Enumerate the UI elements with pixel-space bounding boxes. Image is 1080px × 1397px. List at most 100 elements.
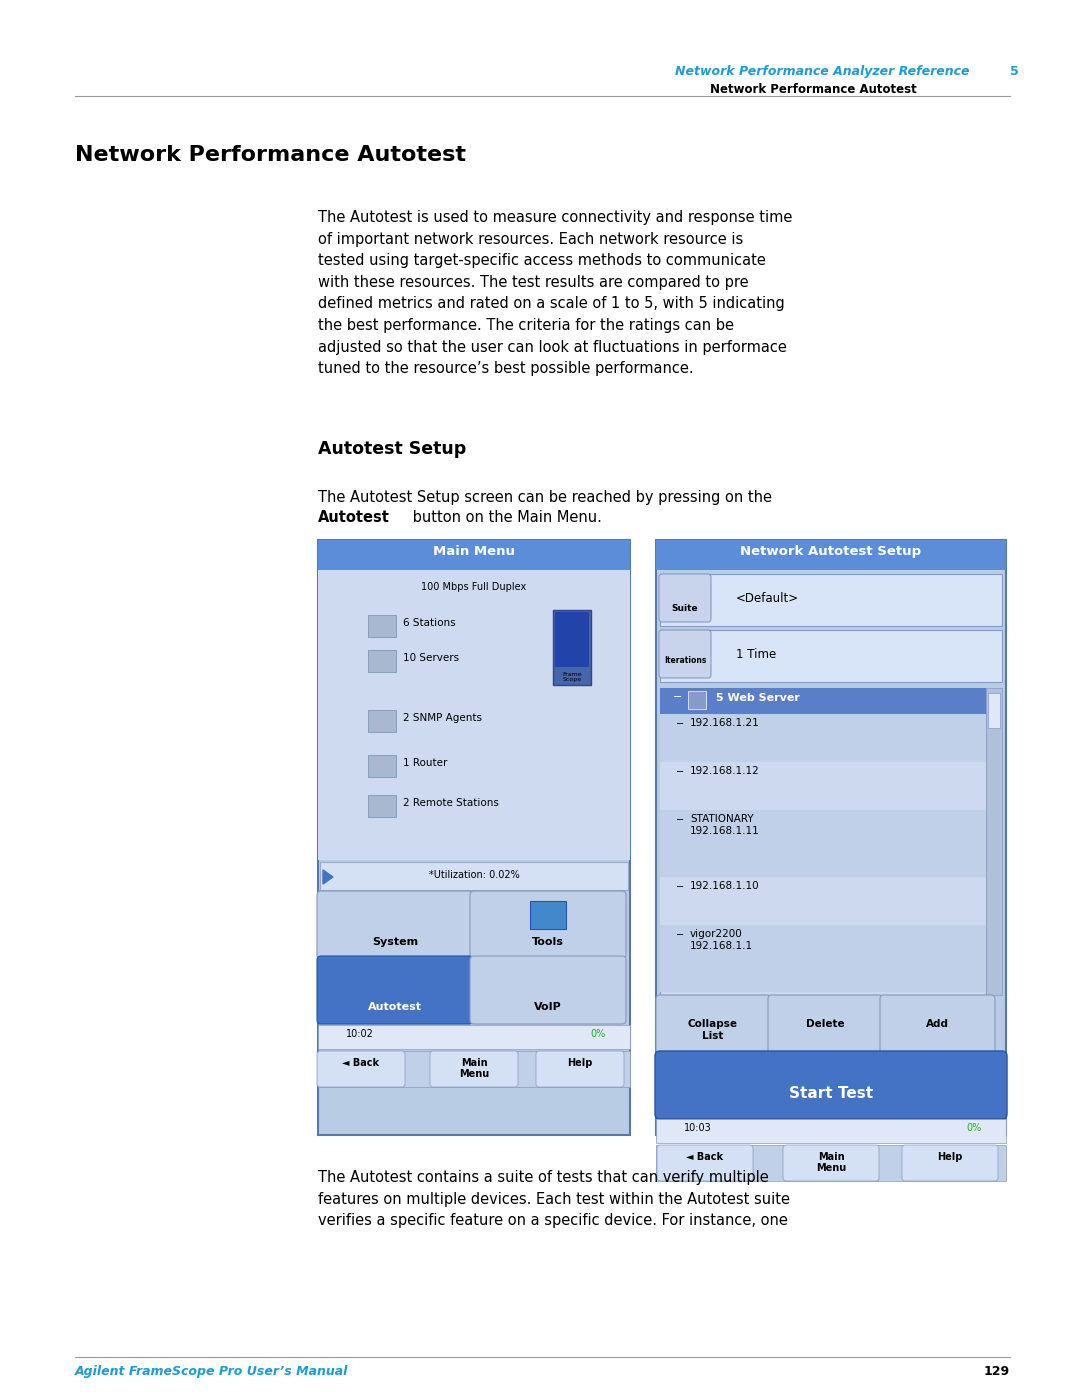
- FancyBboxPatch shape: [318, 891, 473, 958]
- Text: 0%: 0%: [966, 1123, 982, 1133]
- Text: Tools: Tools: [532, 937, 564, 947]
- Text: STATIONARY
192.168.1.11: STATIONARY 192.168.1.11: [690, 814, 759, 835]
- Bar: [656, 541, 1005, 1134]
- Text: 5 Web Server: 5 Web Server: [716, 693, 800, 703]
- FancyBboxPatch shape: [318, 1051, 405, 1087]
- Text: Add: Add: [926, 1018, 948, 1030]
- Text: Main
Menu: Main Menu: [459, 1058, 489, 1078]
- FancyBboxPatch shape: [654, 1051, 1007, 1119]
- Text: Autotest: Autotest: [318, 510, 390, 525]
- Text: Delete: Delete: [806, 1018, 845, 1030]
- Text: Help: Help: [567, 1058, 593, 1067]
- FancyBboxPatch shape: [470, 891, 626, 958]
- FancyBboxPatch shape: [430, 1051, 518, 1087]
- Text: 2 Remote Stations: 2 Remote Stations: [403, 798, 499, 807]
- Bar: [660, 687, 986, 995]
- Polygon shape: [323, 870, 333, 884]
- Text: *Utilization: 0.02%: *Utilization: 0.02%: [429, 870, 519, 880]
- Text: Agilent FrameScope Pro User’s Manual: Agilent FrameScope Pro User’s Manual: [75, 1365, 349, 1377]
- Text: 192.168.1.10: 192.168.1.10: [690, 882, 759, 891]
- Bar: [368, 795, 396, 817]
- Text: Autotest: Autotest: [368, 1002, 422, 1011]
- Text: 100 Mbps Full Duplex: 100 Mbps Full Duplex: [421, 583, 527, 592]
- FancyBboxPatch shape: [536, 1051, 624, 1087]
- Text: Collapse
List: Collapse List: [688, 1018, 738, 1041]
- Bar: [660, 877, 986, 925]
- Text: <Default>: <Default>: [735, 592, 799, 605]
- Text: −: −: [676, 719, 684, 729]
- Text: 6 Stations: 6 Stations: [403, 617, 456, 629]
- Text: −: −: [676, 930, 684, 940]
- Bar: [320, 862, 627, 890]
- Bar: [318, 541, 630, 570]
- Text: System: System: [372, 937, 418, 947]
- Text: Network Autotest Setup: Network Autotest Setup: [741, 545, 921, 557]
- Bar: [368, 710, 396, 732]
- Bar: [660, 630, 1002, 682]
- FancyBboxPatch shape: [318, 956, 473, 1024]
- Text: ◄ Back: ◄ Back: [687, 1153, 724, 1162]
- Bar: [660, 574, 1002, 626]
- Text: button on the Main Menu.: button on the Main Menu.: [408, 510, 602, 525]
- Bar: [986, 687, 1002, 995]
- FancyBboxPatch shape: [659, 630, 711, 678]
- Bar: [656, 1119, 1005, 1143]
- Text: Autotest Setup: Autotest Setup: [318, 440, 467, 458]
- Text: 10:03: 10:03: [684, 1123, 712, 1133]
- Text: Main Menu: Main Menu: [433, 545, 515, 557]
- Bar: [660, 687, 986, 714]
- Bar: [318, 570, 630, 861]
- Text: The Autotest is used to measure connectivity and response time
of important netw: The Autotest is used to measure connecti…: [318, 210, 793, 376]
- FancyBboxPatch shape: [656, 995, 771, 1055]
- Bar: [660, 714, 986, 761]
- Text: 0%: 0%: [590, 1030, 605, 1039]
- FancyBboxPatch shape: [902, 1146, 998, 1180]
- Bar: [553, 610, 591, 685]
- Text: 1 Router: 1 Router: [403, 759, 447, 768]
- Bar: [988, 693, 1000, 728]
- Bar: [318, 541, 630, 1134]
- Text: Iterations: Iterations: [664, 657, 706, 665]
- Bar: [688, 692, 706, 710]
- Text: vigor2200
192.168.1.1: vigor2200 192.168.1.1: [690, 929, 753, 950]
- Text: Network Performance Analyzer Reference: Network Performance Analyzer Reference: [675, 66, 970, 78]
- FancyBboxPatch shape: [470, 956, 626, 1024]
- Text: −: −: [673, 692, 683, 703]
- FancyBboxPatch shape: [768, 995, 883, 1055]
- Bar: [660, 810, 986, 877]
- Bar: [318, 1025, 630, 1049]
- Bar: [660, 925, 986, 992]
- Text: 192.168.1.12: 192.168.1.12: [690, 766, 759, 775]
- Text: −: −: [676, 767, 684, 777]
- Text: 10 Servers: 10 Servers: [403, 652, 459, 664]
- Bar: [368, 615, 396, 637]
- Text: Suite: Suite: [672, 604, 699, 613]
- Bar: [530, 901, 566, 929]
- Text: ◄ Back: ◄ Back: [342, 1058, 379, 1067]
- Text: Network Performance Autotest: Network Performance Autotest: [75, 145, 465, 165]
- Text: Start Test: Start Test: [788, 1085, 873, 1101]
- FancyBboxPatch shape: [657, 1146, 753, 1180]
- Bar: [368, 650, 396, 672]
- Text: 1 Time: 1 Time: [735, 648, 777, 661]
- Text: −: −: [676, 882, 684, 893]
- Text: 192.168.1.21: 192.168.1.21: [690, 718, 759, 728]
- Bar: [318, 1051, 630, 1087]
- Text: −: −: [676, 814, 684, 826]
- Bar: [660, 761, 986, 810]
- FancyBboxPatch shape: [880, 995, 995, 1055]
- FancyBboxPatch shape: [783, 1146, 879, 1180]
- FancyBboxPatch shape: [659, 574, 711, 622]
- Text: 5: 5: [1010, 66, 1018, 78]
- Bar: [656, 541, 1005, 570]
- Bar: [555, 612, 589, 666]
- Text: VoIP: VoIP: [535, 1002, 562, 1011]
- Text: 10:02: 10:02: [346, 1030, 374, 1039]
- Text: 2 SNMP Agents: 2 SNMP Agents: [403, 712, 482, 724]
- Text: The Autotest Setup screen can be reached by pressing on the: The Autotest Setup screen can be reached…: [318, 490, 772, 504]
- Text: The Autotest contains a suite of tests that can verify multiple
features on mult: The Autotest contains a suite of tests t…: [318, 1171, 789, 1228]
- Bar: [656, 1146, 1005, 1180]
- Text: Help: Help: [937, 1153, 962, 1162]
- Text: Network Performance Autotest: Network Performance Autotest: [710, 82, 917, 96]
- Text: 129: 129: [984, 1365, 1010, 1377]
